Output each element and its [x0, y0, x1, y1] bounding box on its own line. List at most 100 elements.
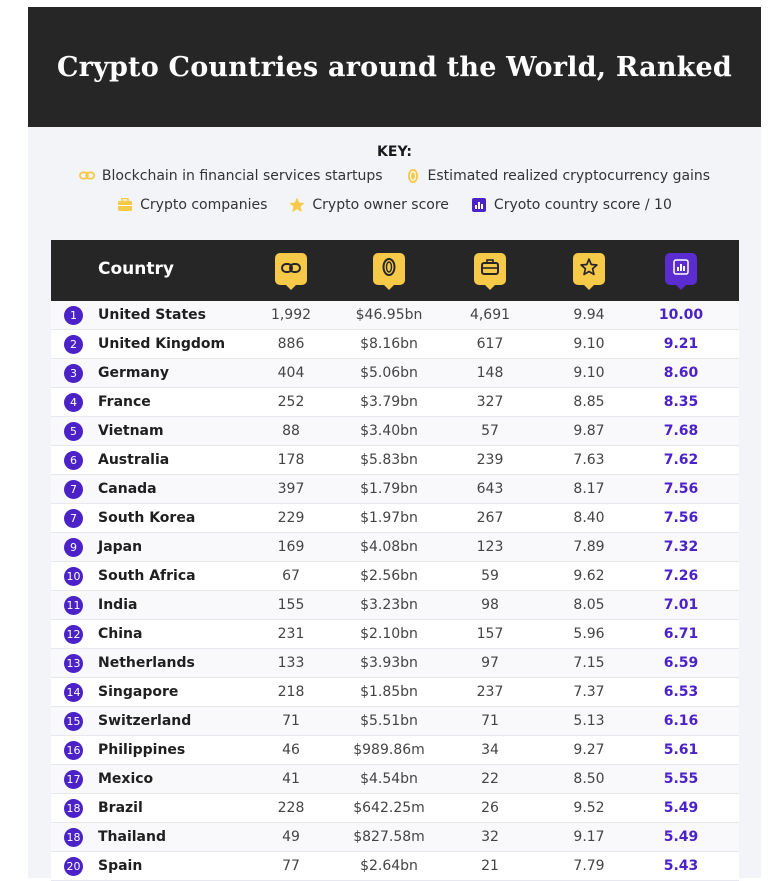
key-row-2: Crypto companies Crypto owner score Cryo… [28, 197, 761, 213]
country-name: United States [98, 307, 206, 323]
cell-gains: $5.06bn [360, 365, 418, 381]
table-row: 18 Brazil 228 $642.25m 26 9.52 5.49 [51, 794, 739, 823]
cell-owner-score: 9.52 [573, 800, 605, 816]
cell-gains: $642.25m [353, 800, 425, 816]
rank-badge: 13 [64, 654, 83, 673]
key-item-startups: Blockchain in financial services startup… [78, 168, 383, 184]
cell-companies: 237 [476, 684, 504, 700]
cell-owner-score: 8.40 [573, 510, 605, 526]
cell-gains: $3.93bn [360, 655, 418, 671]
cell-gains: $827.58m [353, 829, 425, 845]
rank-badge: 1 [64, 306, 83, 325]
cell-startups: 88 [282, 423, 300, 439]
cell-owner-score: 7.79 [573, 858, 605, 874]
table-row: 16 Philippines 46 $989.86m 34 9.27 5.61 [51, 736, 739, 765]
cell-country-score: 10.00 [658, 307, 704, 323]
star-icon [580, 258, 598, 280]
table-row: 1 United States 1,992 $46.95bn 4,691 9.94 10.0… [51, 301, 739, 330]
cell-country-score: 6.59 [663, 655, 699, 671]
cell-owner-score: 5.13 [573, 713, 605, 729]
key-item-score: Cryoto country score / 10 [471, 197, 672, 213]
cell-country-score: 7.56 [663, 510, 699, 526]
cell-companies: 157 [476, 626, 504, 642]
cell-startups: 1,992 [270, 307, 312, 323]
cell-startups: 404 [277, 365, 305, 381]
cell-owner-score: 7.15 [573, 655, 605, 671]
table-row: 9 Japan 169 $4.08bn 123 7.89 7.32 [51, 533, 739, 562]
cell-gains: $4.08bn [360, 539, 418, 555]
cell-country-score: 7.26 [663, 568, 699, 584]
table-header: Country [51, 240, 739, 301]
cell-companies: 32 [481, 829, 499, 845]
cell-gains: $5.51bn [360, 713, 418, 729]
cell-owner-score: 9.17 [573, 829, 605, 845]
rank-badge: 18 [64, 828, 83, 847]
key-label-score: Cryoto country score / 10 [493, 197, 672, 213]
rank-badge: 10 [64, 567, 83, 586]
cell-gains: $989.86m [353, 742, 425, 758]
cell-owner-score: 9.27 [573, 742, 605, 758]
table-row: 18 Thailand 49 $827.58m 32 9.17 5.49 [51, 823, 739, 852]
coin-icon [405, 168, 421, 184]
cell-companies: 327 [476, 394, 504, 410]
cell-startups: 71 [282, 713, 300, 729]
cell-startups: 397 [277, 481, 305, 497]
star-icon [289, 197, 305, 213]
cell-startups: 886 [277, 336, 305, 352]
cell-country-score: 8.35 [663, 394, 699, 410]
cell-owner-score: 9.62 [573, 568, 605, 584]
table-row: 3 Germany 404 $5.06bn 148 9.10 8.60 [51, 359, 739, 388]
cell-companies: 4,691 [469, 307, 511, 323]
cell-companies: 617 [476, 336, 504, 352]
country-name: Australia [98, 452, 170, 468]
key-label-startups: Blockchain in financial services startup… [101, 168, 383, 184]
cell-country-score: 6.71 [663, 626, 699, 642]
rank-badge: 20 [64, 857, 83, 876]
cell-owner-score: 7.63 [573, 452, 605, 468]
cell-gains: $2.10bn [360, 626, 418, 642]
country-name: Philippines [98, 742, 186, 758]
cell-companies: 97 [481, 655, 499, 671]
table-row: 5 Vietnam 88 $3.40bn 57 9.87 7.68 [51, 417, 739, 446]
column-header-score [665, 253, 697, 290]
cell-startups: 218 [277, 684, 305, 700]
key-heading: KEY: [377, 144, 412, 160]
cell-country-score: 5.49 [663, 829, 699, 845]
cell-owner-score: 9.87 [573, 423, 605, 439]
country-name: Japan [98, 539, 143, 555]
table-row: 20 Spain 77 $2.64bn 21 7.79 5.43 [51, 852, 739, 881]
cell-companies: 21 [481, 858, 499, 874]
cell-companies: 98 [481, 597, 499, 613]
cell-startups: 178 [277, 452, 305, 468]
cell-gains: $3.79bn [360, 394, 418, 410]
infographic-card: Crypto Countries around the World, Ranke… [28, 7, 761, 881]
table-row: 14 Singapore 218 $1.85bn 237 7.37 6.53 [51, 678, 739, 707]
country-name: Germany [98, 365, 170, 381]
cell-gains: $5.83bn [360, 452, 418, 468]
rank-badge: 5 [64, 422, 83, 441]
cell-startups: 41 [282, 771, 300, 787]
rank-badge: 9 [64, 538, 83, 557]
key-row-1: Blockchain in financial services startup… [28, 168, 761, 184]
cell-country-score: 6.53 [663, 684, 699, 700]
cell-companies: 148 [476, 365, 504, 381]
table-row: 7 Canada 397 $1.79bn 643 8.17 7.56 [51, 475, 739, 504]
key-item-owner: Crypto owner score [289, 197, 449, 213]
cell-country-score: 5.55 [663, 771, 699, 787]
cell-owner-score: 8.17 [573, 481, 605, 497]
cell-companies: 59 [481, 568, 499, 584]
briefcase-icon [481, 259, 499, 279]
country-name: Spain [98, 858, 143, 874]
cell-owner-score: 9.10 [573, 336, 605, 352]
cell-owner-score: 8.85 [573, 394, 605, 410]
cell-companies: 34 [481, 742, 499, 758]
cell-companies: 71 [481, 713, 499, 729]
country-name: India [98, 597, 138, 613]
column-header-owner [573, 253, 605, 290]
country-name: Singapore [98, 684, 179, 700]
rank-badge: 7 [64, 480, 83, 499]
rank-badge: 3 [64, 364, 83, 383]
cell-startups: 155 [277, 597, 305, 613]
column-header-companies [474, 253, 506, 290]
cell-owner-score: 8.05 [573, 597, 605, 613]
